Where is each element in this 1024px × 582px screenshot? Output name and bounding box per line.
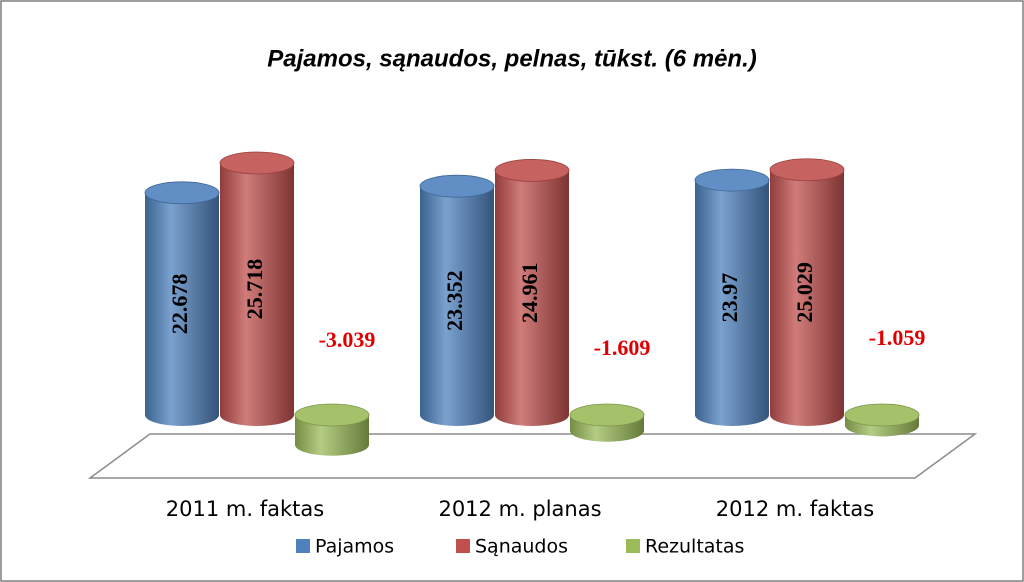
- value-label: 25.718: [242, 259, 267, 320]
- cylinder: [695, 180, 769, 426]
- cylinder-top: [419, 174, 495, 198]
- chart-title: Pajamos, sąnaudos, pelnas, tūkst. (6 mėn…: [267, 45, 756, 72]
- cylinder: [295, 415, 369, 456]
- x-tick-label: 2012 m. planas: [438, 497, 601, 521]
- legend-swatch: [296, 539, 310, 553]
- cylinder-top: [844, 403, 920, 427]
- cylinder: [145, 192, 219, 426]
- cylinder-top: [144, 181, 220, 205]
- cylinder-top: [494, 159, 570, 182]
- value-label: -1.609: [594, 335, 651, 360]
- cylinder-top: [219, 151, 295, 175]
- legend-label: Pajamos: [315, 536, 394, 558]
- x-tick-label: 2012 m. faktas: [716, 497, 874, 521]
- legend-swatch: [626, 539, 640, 553]
- cylinder: [495, 170, 569, 426]
- legend-label: Rezultatas: [645, 536, 744, 558]
- cylinder-top: [694, 168, 770, 192]
- floor: [87, 433, 978, 479]
- value-label: 23.97: [717, 273, 742, 323]
- value-label: -1.059: [869, 325, 926, 350]
- legend-swatch: [456, 539, 470, 553]
- value-label: 22.678: [167, 274, 192, 335]
- cylinder: [220, 163, 294, 426]
- value-label: 25.029: [792, 262, 817, 323]
- cylinder: [770, 169, 844, 426]
- value-label: -3.039: [319, 327, 376, 352]
- value-label: 23.352: [442, 270, 467, 331]
- cylinder-top: [769, 158, 845, 182]
- value-label: 24.961: [517, 262, 542, 323]
- legend-label: Sąnaudos: [475, 536, 568, 558]
- x-tick-label: 2011 m. faktas: [166, 497, 324, 521]
- cylinder: [420, 186, 494, 426]
- cylinder-top: [294, 403, 370, 427]
- cylinder-top: [569, 403, 645, 427]
